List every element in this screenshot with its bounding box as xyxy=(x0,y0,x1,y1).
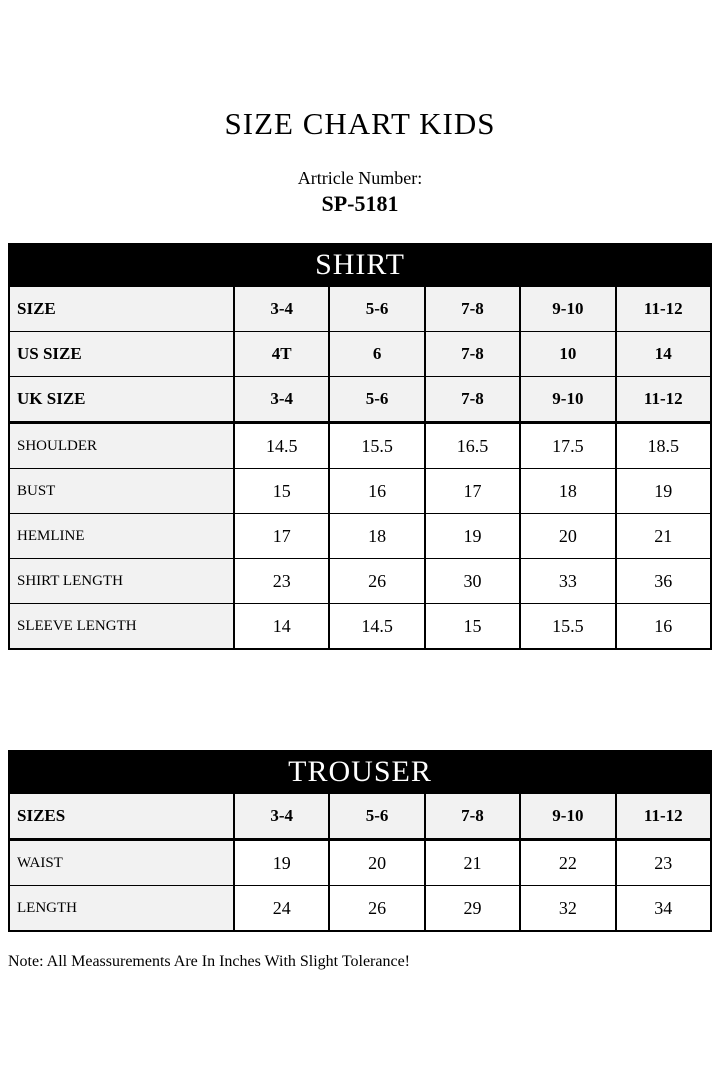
value-cell: 16 xyxy=(328,468,426,514)
row-label-cell: SIZE xyxy=(8,285,235,332)
row-label-cell: LENGTH xyxy=(8,885,235,932)
value-cell: 6 xyxy=(328,331,426,377)
value-cell: 19 xyxy=(232,839,331,886)
row-label-cell: US SIZE xyxy=(8,331,235,377)
value-cell: 3-4 xyxy=(232,285,331,332)
value-cell: 34 xyxy=(614,885,713,932)
row-label-cell: UK SIZE xyxy=(8,376,235,424)
row-label-cell: SLEEVE LENGTH xyxy=(8,603,235,650)
value-cell: 15.5 xyxy=(328,422,426,469)
value-cell: 18 xyxy=(519,468,617,514)
value-cell: 11-12 xyxy=(614,792,713,841)
table-row: LENGTH 24 26 29 32 34 xyxy=(8,885,713,932)
value-cell: 24 xyxy=(232,885,331,932)
value-cell: 30 xyxy=(423,558,522,604)
value-cell: 15 xyxy=(232,468,331,514)
value-cell: 11-12 xyxy=(614,376,713,424)
value-cell: 23 xyxy=(614,839,713,886)
value-cell: 18.5 xyxy=(614,422,713,469)
table-row: SIZES 3-4 5-6 7-8 9-10 11-12 xyxy=(8,792,713,841)
value-cell: 14 xyxy=(232,603,331,650)
value-cell: 17 xyxy=(423,468,522,514)
value-cell: 7-8 xyxy=(423,376,522,424)
trouser-table-title: TROUSER xyxy=(8,750,712,794)
shirt-table-band-row: SHIRT xyxy=(8,243,712,287)
table-row: WAIST 19 20 21 22 23 xyxy=(8,839,713,886)
trouser-table-band-row: TROUSER xyxy=(8,750,712,794)
value-cell: 29 xyxy=(423,885,522,932)
shirt-table-body: SIZE 3-4 5-6 7-8 9-10 11-12 US SIZE 4T 6 7-8 10 14 U… xyxy=(8,285,713,650)
value-cell: 7-8 xyxy=(423,792,522,841)
value-cell: 19 xyxy=(423,513,522,559)
value-cell: 36 xyxy=(614,558,713,604)
table-row: UK SIZE 3-4 5-6 7-8 9-10 11-12 xyxy=(8,376,713,424)
value-cell: 11-12 xyxy=(614,285,713,332)
value-cell: 5-6 xyxy=(328,376,426,424)
value-cell: 20 xyxy=(328,839,426,886)
row-label-cell: SHOULDER xyxy=(8,422,235,469)
row-label-cell: SIZES xyxy=(8,792,235,841)
value-cell: 16.5 xyxy=(423,422,522,469)
value-cell: 22 xyxy=(519,839,617,886)
row-label-cell: WAIST xyxy=(8,839,235,886)
value-cell: 3-4 xyxy=(232,376,331,424)
row-label-cell: HEMLINE xyxy=(8,513,235,559)
value-cell: 5-6 xyxy=(328,285,426,332)
value-cell: 14.5 xyxy=(232,422,331,469)
table-row: SHIRT LENGTH 23 26 30 33 36 xyxy=(8,558,713,604)
value-cell: 15 xyxy=(423,603,522,650)
value-cell: 21 xyxy=(614,513,713,559)
value-cell: 26 xyxy=(328,885,426,932)
value-cell: 9-10 xyxy=(519,285,617,332)
value-cell: 5-6 xyxy=(328,792,426,841)
value-cell: 32 xyxy=(519,885,617,932)
value-cell: 7-8 xyxy=(423,331,522,377)
value-cell: 20 xyxy=(519,513,617,559)
value-cell: 17.5 xyxy=(519,422,617,469)
trouser-size-table: TROUSER SIZES 3-4 5-6 7-8 9-10 11-12 WAIST 19 20… xyxy=(8,750,713,932)
value-cell: 10 xyxy=(519,331,617,377)
table-row: BUST 15 16 17 18 19 xyxy=(8,468,713,514)
table-row: SIZE 3-4 5-6 7-8 9-10 11-12 xyxy=(8,285,713,332)
table-row: SLEEVE LENGTH 14 14.5 15 15.5 16 xyxy=(8,603,713,650)
value-cell: 14 xyxy=(614,331,713,377)
table-row: HEMLINE 17 18 19 20 21 xyxy=(8,513,713,559)
value-cell: 19 xyxy=(614,468,713,514)
value-cell: 21 xyxy=(423,839,522,886)
row-label-cell: SHIRT LENGTH xyxy=(8,558,235,604)
page-title: SIZE CHART KIDS xyxy=(224,106,496,141)
table-row: US SIZE 4T 6 7-8 10 14 xyxy=(8,331,713,377)
article-number-value: SP-5181 xyxy=(321,191,399,216)
value-cell: 15.5 xyxy=(519,603,617,650)
value-cell: 23 xyxy=(232,558,331,604)
value-cell: 14.5 xyxy=(328,603,426,650)
value-cell: 26 xyxy=(328,558,426,604)
value-cell: 3-4 xyxy=(232,792,331,841)
value-cell: 16 xyxy=(614,603,713,650)
value-cell: 17 xyxy=(232,513,331,559)
value-cell: 9-10 xyxy=(519,376,617,424)
value-cell: 33 xyxy=(519,558,617,604)
shirt-size-table: SHIRT SIZE 3-4 5-6 7-8 9-10 11-12 US SIZE 4T 6 7-… xyxy=(8,243,713,650)
row-label-cell: BUST xyxy=(8,468,235,514)
article-number-label: Artricle Number: xyxy=(297,168,423,188)
value-cell: 4T xyxy=(232,331,331,377)
value-cell: 18 xyxy=(328,513,426,559)
value-cell: 9-10 xyxy=(519,792,617,841)
shirt-table-title: SHIRT xyxy=(8,243,712,287)
table-row: SHOULDER 14.5 15.5 16.5 17.5 18.5 xyxy=(8,422,713,469)
measurement-note: Note: All Meassurements Are In Inches Wi… xyxy=(8,953,410,970)
trouser-table-body: SIZES 3-4 5-6 7-8 9-10 11-12 WAIST 19 20 21 22 23 LE… xyxy=(8,792,713,932)
value-cell: 7-8 xyxy=(423,285,522,332)
